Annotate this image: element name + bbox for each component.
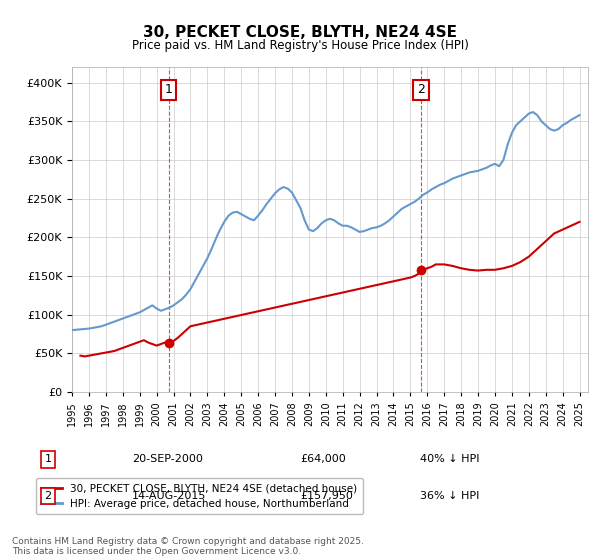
- Text: 20-SEP-2000: 20-SEP-2000: [132, 454, 203, 464]
- Text: £157,950: £157,950: [300, 491, 353, 501]
- Text: 1: 1: [44, 454, 52, 464]
- Text: 30, PECKET CLOSE, BLYTH, NE24 4SE: 30, PECKET CLOSE, BLYTH, NE24 4SE: [143, 25, 457, 40]
- Text: Contains HM Land Registry data © Crown copyright and database right 2025.
This d: Contains HM Land Registry data © Crown c…: [12, 537, 364, 556]
- Text: £64,000: £64,000: [300, 454, 346, 464]
- Text: 1: 1: [165, 83, 173, 96]
- Text: 14-AUG-2015: 14-AUG-2015: [132, 491, 206, 501]
- Text: 40% ↓ HPI: 40% ↓ HPI: [420, 454, 479, 464]
- Text: 36% ↓ HPI: 36% ↓ HPI: [420, 491, 479, 501]
- Text: 2: 2: [44, 491, 52, 501]
- Legend: 30, PECKET CLOSE, BLYTH, NE24 4SE (detached house), HPI: Average price, detached: 30, PECKET CLOSE, BLYTH, NE24 4SE (detac…: [36, 478, 362, 514]
- Text: 2: 2: [417, 83, 425, 96]
- Text: Price paid vs. HM Land Registry's House Price Index (HPI): Price paid vs. HM Land Registry's House …: [131, 39, 469, 52]
